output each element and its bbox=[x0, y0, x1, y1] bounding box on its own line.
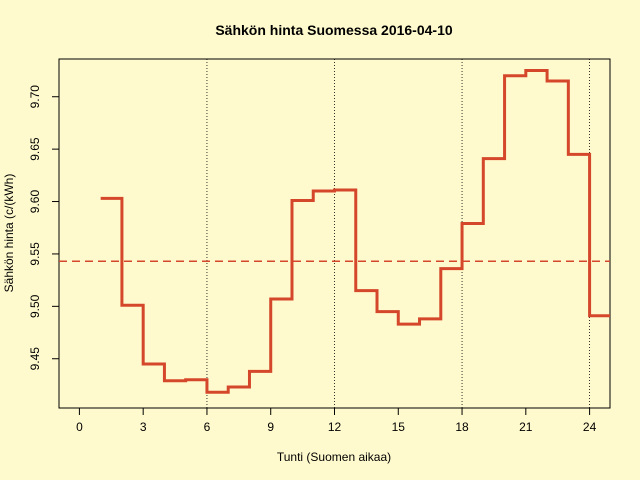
price-line bbox=[100, 69, 610, 394]
y-tick-label: 9.60 bbox=[28, 190, 42, 214]
x-tick-label: 9 bbox=[267, 420, 274, 434]
x-tick-label: 6 bbox=[204, 420, 211, 434]
x-tick-label: 18 bbox=[455, 420, 469, 434]
y-tick-label: 9.65 bbox=[28, 137, 42, 161]
y-tick-label: 9.55 bbox=[28, 242, 42, 266]
y-tick-label: 9.70 bbox=[28, 85, 42, 109]
y-tick-label: 9.45 bbox=[28, 347, 42, 371]
y-tick-label: 9.50 bbox=[28, 294, 42, 318]
x-tick-label: 12 bbox=[328, 420, 342, 434]
x-axis-label: Tunti (Suomen aikaa) bbox=[277, 450, 391, 464]
chart-title: Sähkön hinta Suomessa 2016-04-10 bbox=[215, 22, 453, 38]
y-axis-label: Sähkön hinta (c/(kWh) bbox=[2, 174, 16, 293]
x-tick-label: 21 bbox=[519, 420, 533, 434]
x-tick-label: 0 bbox=[76, 420, 83, 434]
x-tick-label: 24 bbox=[583, 420, 597, 434]
x-tick-label: 15 bbox=[392, 420, 406, 434]
x-tick-label: 3 bbox=[140, 420, 147, 434]
